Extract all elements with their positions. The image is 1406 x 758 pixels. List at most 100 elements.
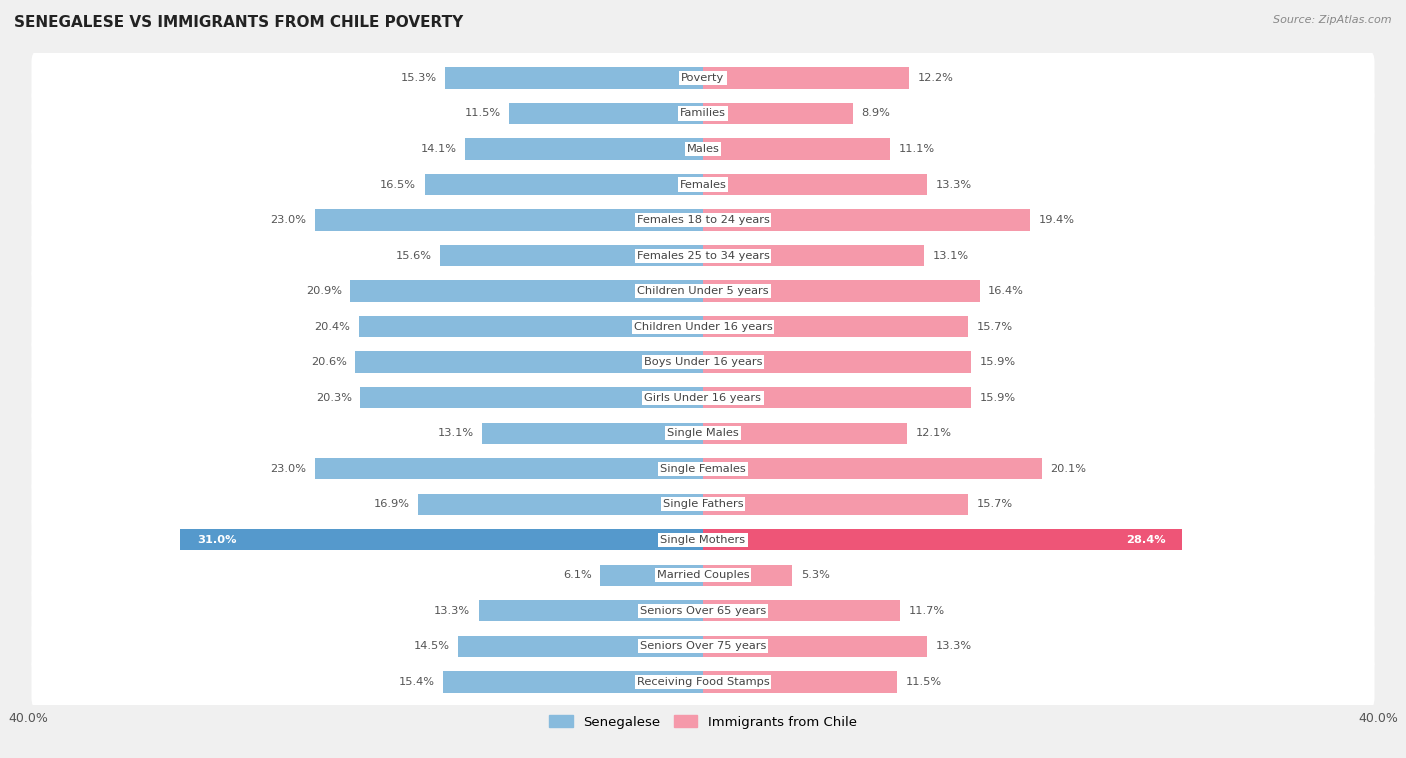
Text: Single Females: Single Females	[661, 464, 745, 474]
Text: 11.7%: 11.7%	[908, 606, 945, 615]
Bar	[703, 280, 980, 302]
FancyBboxPatch shape	[8, 127, 1398, 171]
Text: Seniors Over 75 years: Seniors Over 75 years	[640, 641, 766, 651]
FancyBboxPatch shape	[8, 340, 1398, 384]
Text: Children Under 5 years: Children Under 5 years	[637, 286, 769, 296]
Bar	[440, 245, 703, 266]
Bar	[458, 636, 703, 657]
Text: 16.9%: 16.9%	[374, 500, 409, 509]
FancyBboxPatch shape	[8, 56, 1398, 100]
Text: 28.4%: 28.4%	[1126, 534, 1166, 545]
Text: 19.4%: 19.4%	[1039, 215, 1074, 225]
Text: Receiving Food Stamps: Receiving Food Stamps	[637, 677, 769, 687]
Text: Single Fathers: Single Fathers	[662, 500, 744, 509]
Bar	[465, 138, 703, 160]
Text: 5.3%: 5.3%	[801, 570, 830, 581]
FancyBboxPatch shape	[31, 229, 1375, 282]
FancyBboxPatch shape	[31, 158, 1375, 211]
Text: Girls Under 16 years: Girls Under 16 years	[644, 393, 762, 402]
FancyBboxPatch shape	[8, 233, 1398, 277]
FancyBboxPatch shape	[8, 518, 1398, 562]
FancyBboxPatch shape	[8, 446, 1398, 490]
Text: Single Males: Single Males	[666, 428, 740, 438]
Text: 14.5%: 14.5%	[413, 641, 450, 651]
Text: 15.4%: 15.4%	[399, 677, 434, 687]
FancyBboxPatch shape	[8, 198, 1398, 242]
Bar	[703, 671, 897, 693]
Text: 15.9%: 15.9%	[980, 357, 1015, 367]
Text: 15.6%: 15.6%	[395, 251, 432, 261]
Text: Source: ZipAtlas.com: Source: ZipAtlas.com	[1274, 15, 1392, 25]
Bar	[482, 422, 703, 444]
Text: Boys Under 16 years: Boys Under 16 years	[644, 357, 762, 367]
Text: 12.1%: 12.1%	[915, 428, 952, 438]
FancyBboxPatch shape	[31, 407, 1375, 459]
Bar	[359, 316, 703, 337]
Text: 13.3%: 13.3%	[936, 641, 972, 651]
FancyBboxPatch shape	[31, 336, 1375, 388]
Bar	[425, 174, 703, 195]
Text: Males: Males	[686, 144, 720, 154]
FancyBboxPatch shape	[31, 443, 1375, 495]
Text: Single Mothers: Single Mothers	[661, 534, 745, 545]
Text: 20.1%: 20.1%	[1050, 464, 1087, 474]
Text: 15.7%: 15.7%	[976, 321, 1012, 331]
Text: 20.3%: 20.3%	[316, 393, 352, 402]
Text: 23.0%: 23.0%	[270, 464, 307, 474]
FancyBboxPatch shape	[31, 300, 1375, 353]
Bar	[703, 600, 900, 622]
Bar	[418, 493, 703, 515]
Text: 11.1%: 11.1%	[898, 144, 935, 154]
Bar	[703, 352, 972, 373]
Bar	[180, 529, 703, 550]
Bar	[703, 316, 967, 337]
Legend: Senegalese, Immigrants from Chile: Senegalese, Immigrants from Chile	[544, 710, 862, 735]
Bar	[703, 422, 907, 444]
Bar	[509, 103, 703, 124]
Bar	[360, 387, 703, 409]
Text: 13.3%: 13.3%	[434, 606, 470, 615]
Bar	[703, 103, 853, 124]
Text: 31.0%: 31.0%	[197, 534, 236, 545]
Bar	[703, 458, 1042, 479]
Text: Females 18 to 24 years: Females 18 to 24 years	[637, 215, 769, 225]
FancyBboxPatch shape	[31, 87, 1375, 139]
Text: Seniors Over 65 years: Seniors Over 65 years	[640, 606, 766, 615]
FancyBboxPatch shape	[31, 123, 1375, 175]
Bar	[443, 671, 703, 693]
FancyBboxPatch shape	[8, 92, 1398, 136]
FancyBboxPatch shape	[31, 656, 1375, 708]
Text: SENEGALESE VS IMMIGRANTS FROM CHILE POVERTY: SENEGALESE VS IMMIGRANTS FROM CHILE POVE…	[14, 15, 464, 30]
Text: 15.9%: 15.9%	[980, 393, 1015, 402]
Text: 20.9%: 20.9%	[307, 286, 342, 296]
Bar	[703, 245, 924, 266]
FancyBboxPatch shape	[8, 269, 1398, 313]
Text: 13.3%: 13.3%	[936, 180, 972, 190]
Text: Families: Families	[681, 108, 725, 118]
Text: 20.6%: 20.6%	[311, 357, 347, 367]
Bar	[356, 352, 703, 373]
FancyBboxPatch shape	[8, 553, 1398, 597]
Text: 6.1%: 6.1%	[562, 570, 592, 581]
Text: 13.1%: 13.1%	[437, 428, 474, 438]
Text: 13.1%: 13.1%	[932, 251, 969, 261]
Bar	[703, 529, 1182, 550]
Text: Females 25 to 34 years: Females 25 to 34 years	[637, 251, 769, 261]
Text: Children Under 16 years: Children Under 16 years	[634, 321, 772, 331]
Bar	[315, 458, 703, 479]
Bar	[315, 209, 703, 230]
Bar	[703, 387, 972, 409]
Bar	[478, 600, 703, 622]
Text: Poverty: Poverty	[682, 73, 724, 83]
Bar	[703, 636, 928, 657]
Text: Females: Females	[679, 180, 727, 190]
FancyBboxPatch shape	[31, 584, 1375, 637]
Bar	[703, 209, 1031, 230]
Text: 23.0%: 23.0%	[270, 215, 307, 225]
FancyBboxPatch shape	[8, 305, 1398, 349]
FancyBboxPatch shape	[31, 52, 1375, 104]
FancyBboxPatch shape	[8, 411, 1398, 456]
FancyBboxPatch shape	[31, 194, 1375, 246]
FancyBboxPatch shape	[31, 620, 1375, 672]
Text: 16.4%: 16.4%	[988, 286, 1024, 296]
